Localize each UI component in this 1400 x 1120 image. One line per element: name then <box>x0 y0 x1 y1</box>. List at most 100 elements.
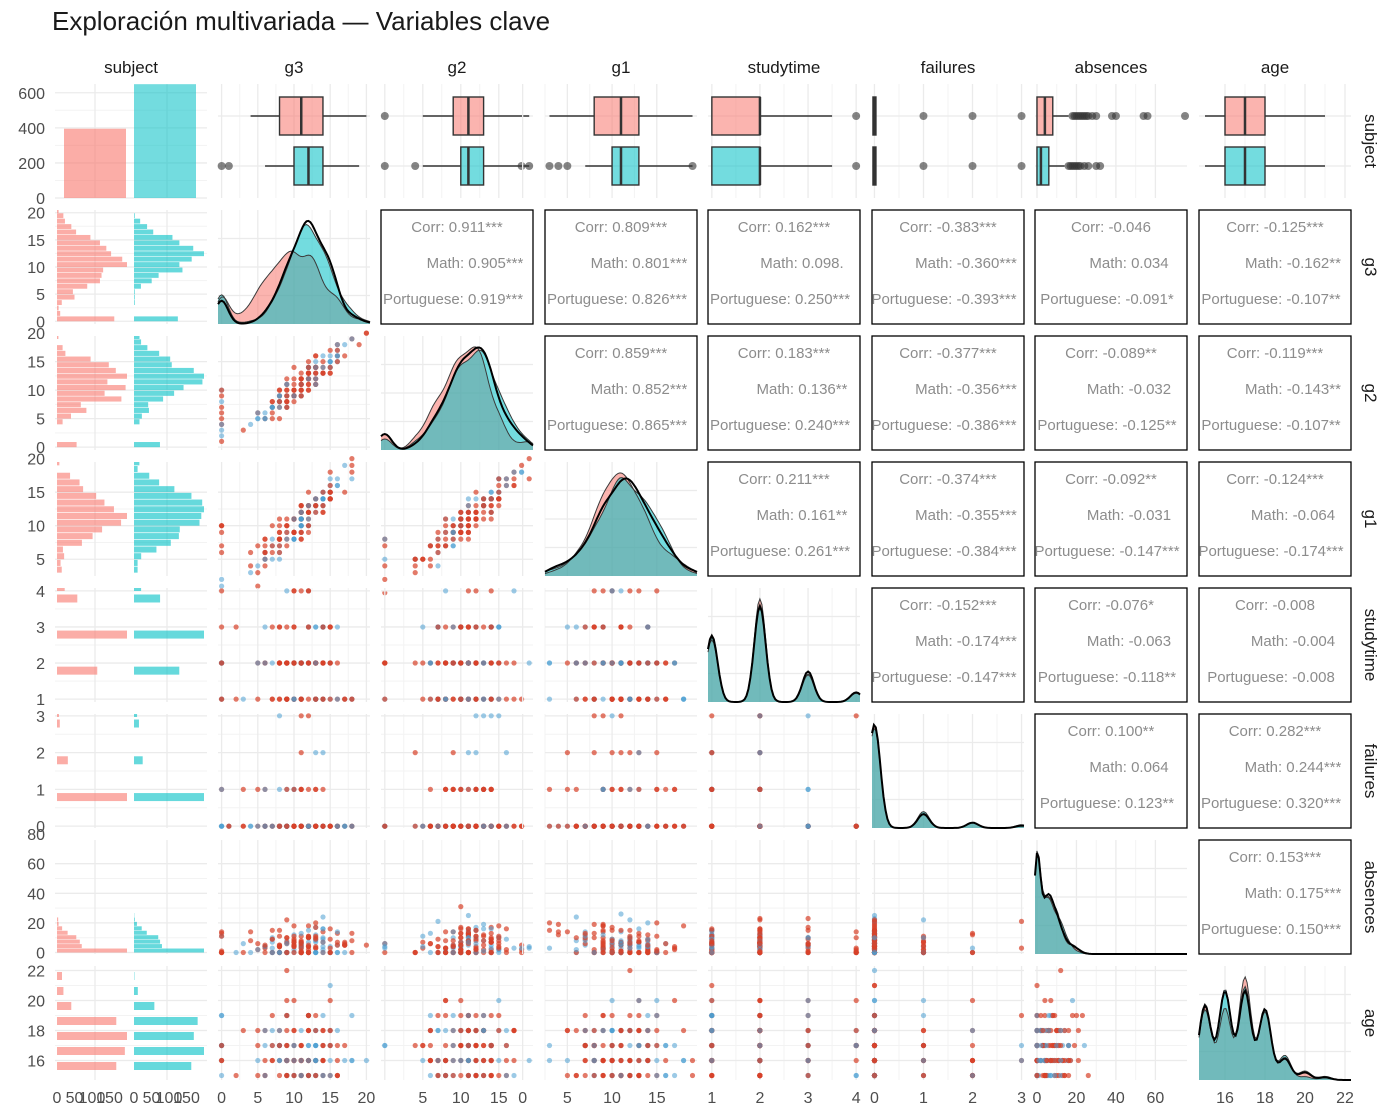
scatter-point <box>672 1042 678 1049</box>
outlier-point <box>1096 162 1105 170</box>
panel-grid-failures-g2 <box>381 714 533 828</box>
scatter-point <box>1046 1012 1052 1019</box>
scatter-point <box>511 482 517 489</box>
histogram-bar <box>57 442 77 448</box>
scatter-g1-g2 <box>382 456 532 596</box>
scatter-point <box>636 696 642 702</box>
corr-portuguese: Portuguese: 0.826*** <box>547 291 687 308</box>
scatter-point <box>618 911 624 917</box>
scatter-point <box>458 1042 464 1049</box>
scatter-point <box>511 945 517 951</box>
corr-box-studytime-age: Corr: -0.008 Math: -0.004 Portuguese: -0.0… <box>1198 587 1352 703</box>
scatter-point <box>450 1012 456 1019</box>
scatter-point <box>618 1027 624 1034</box>
x-tick-label-subject: 50 <box>66 1090 84 1107</box>
scatter-point <box>591 588 597 594</box>
scatter-point <box>582 1042 588 1049</box>
scatter-point <box>349 696 355 702</box>
outlier-point <box>968 162 977 170</box>
scatter-point <box>709 1042 715 1049</box>
x-tick-label-absences: 20 <box>1068 1090 1086 1107</box>
scatter-point <box>526 945 532 951</box>
scatter-point <box>284 1012 290 1019</box>
histogram-bar <box>57 256 123 262</box>
scatter-point <box>672 1072 678 1079</box>
scatter-point <box>298 930 304 936</box>
scatter-studytime-g1 <box>546 588 687 702</box>
scatter-point <box>334 949 340 956</box>
panel-grid-subject-failures <box>872 84 1024 198</box>
scatter-point <box>276 660 283 666</box>
scatter-point <box>564 750 571 756</box>
scatter-point <box>600 588 606 594</box>
scatter-point <box>627 927 633 933</box>
scatter-absences-g2 <box>382 904 532 956</box>
histogram-bar <box>134 506 204 513</box>
x-tick-label-g1: 10 <box>603 1090 621 1107</box>
scatter-point <box>573 660 579 666</box>
scatter-point <box>291 1027 297 1034</box>
scatter-point <box>503 1057 509 1064</box>
scatter-point <box>871 941 878 947</box>
scatter-point <box>546 696 553 702</box>
y-tick-label-subject: 600 <box>18 86 45 103</box>
histogram-bar <box>57 756 68 765</box>
corr-math: Math: 0.136** <box>757 381 848 398</box>
scatter-point <box>458 529 464 536</box>
scatter-point <box>262 1027 268 1034</box>
corr-math: Math: -0.004 <box>1251 633 1335 650</box>
scatter-point <box>503 823 509 829</box>
scatter-point <box>465 696 471 702</box>
scatter-point <box>342 942 348 948</box>
scatter-point <box>291 823 297 829</box>
scatter-point <box>1034 1042 1040 1049</box>
outlier-point <box>1017 112 1026 120</box>
scatter-point <box>618 938 624 944</box>
scatter-point <box>450 1027 456 1034</box>
scatter-point <box>262 1042 268 1049</box>
scatter-point <box>757 823 763 829</box>
corr-math: Math: 0.244*** <box>1245 759 1342 776</box>
scatter-point <box>450 1057 456 1064</box>
scatter-point <box>609 696 615 702</box>
scatter-point <box>269 416 275 422</box>
scatter-point <box>240 1027 246 1034</box>
scatter-point <box>382 576 388 583</box>
corr-box-g2-failures: Corr: -0.377*** Math: -0.356*** Portuguese… <box>871 335 1025 451</box>
panel-grid-absences-failures <box>872 840 1024 954</box>
outlier-point <box>545 162 554 170</box>
scatter-point <box>219 523 225 529</box>
scatter-point <box>645 920 651 926</box>
scatter-point <box>305 713 312 719</box>
histogram-bar <box>57 939 80 944</box>
scatter-point <box>291 529 297 536</box>
boxplot-studytime-portuguese <box>711 146 861 186</box>
scatter-point <box>805 713 811 719</box>
corr-portuguese: Portuguese: -0.384*** <box>871 543 1016 560</box>
outlier-point <box>919 162 928 170</box>
scatter-point <box>298 509 304 515</box>
scatter-point <box>488 489 494 495</box>
scatter-point <box>327 936 333 942</box>
scatter-point <box>382 696 388 702</box>
scatter-point <box>313 660 319 666</box>
scatter-point <box>609 1057 615 1064</box>
corr-portuguese: Portuguese: 0.250*** <box>710 291 850 308</box>
scatter-point <box>255 416 261 422</box>
scatter-point <box>269 404 275 410</box>
histogram-bar <box>57 305 59 311</box>
scatter-point <box>618 588 624 594</box>
row-strip-age: age <box>1361 1009 1380 1037</box>
histogram-bar <box>134 492 192 499</box>
scatter-point <box>291 696 297 702</box>
scatter-point <box>412 750 418 756</box>
scatter-point <box>450 1042 456 1049</box>
scatter-point <box>276 1072 283 1079</box>
scatter-point <box>276 696 283 702</box>
histogram-bar <box>134 944 162 949</box>
histogram-bar <box>134 921 137 926</box>
scatter-point <box>582 1072 588 1079</box>
scatter-point <box>519 469 525 475</box>
scatter-point <box>313 503 319 509</box>
panel-grid-absences-subject <box>55 840 207 954</box>
